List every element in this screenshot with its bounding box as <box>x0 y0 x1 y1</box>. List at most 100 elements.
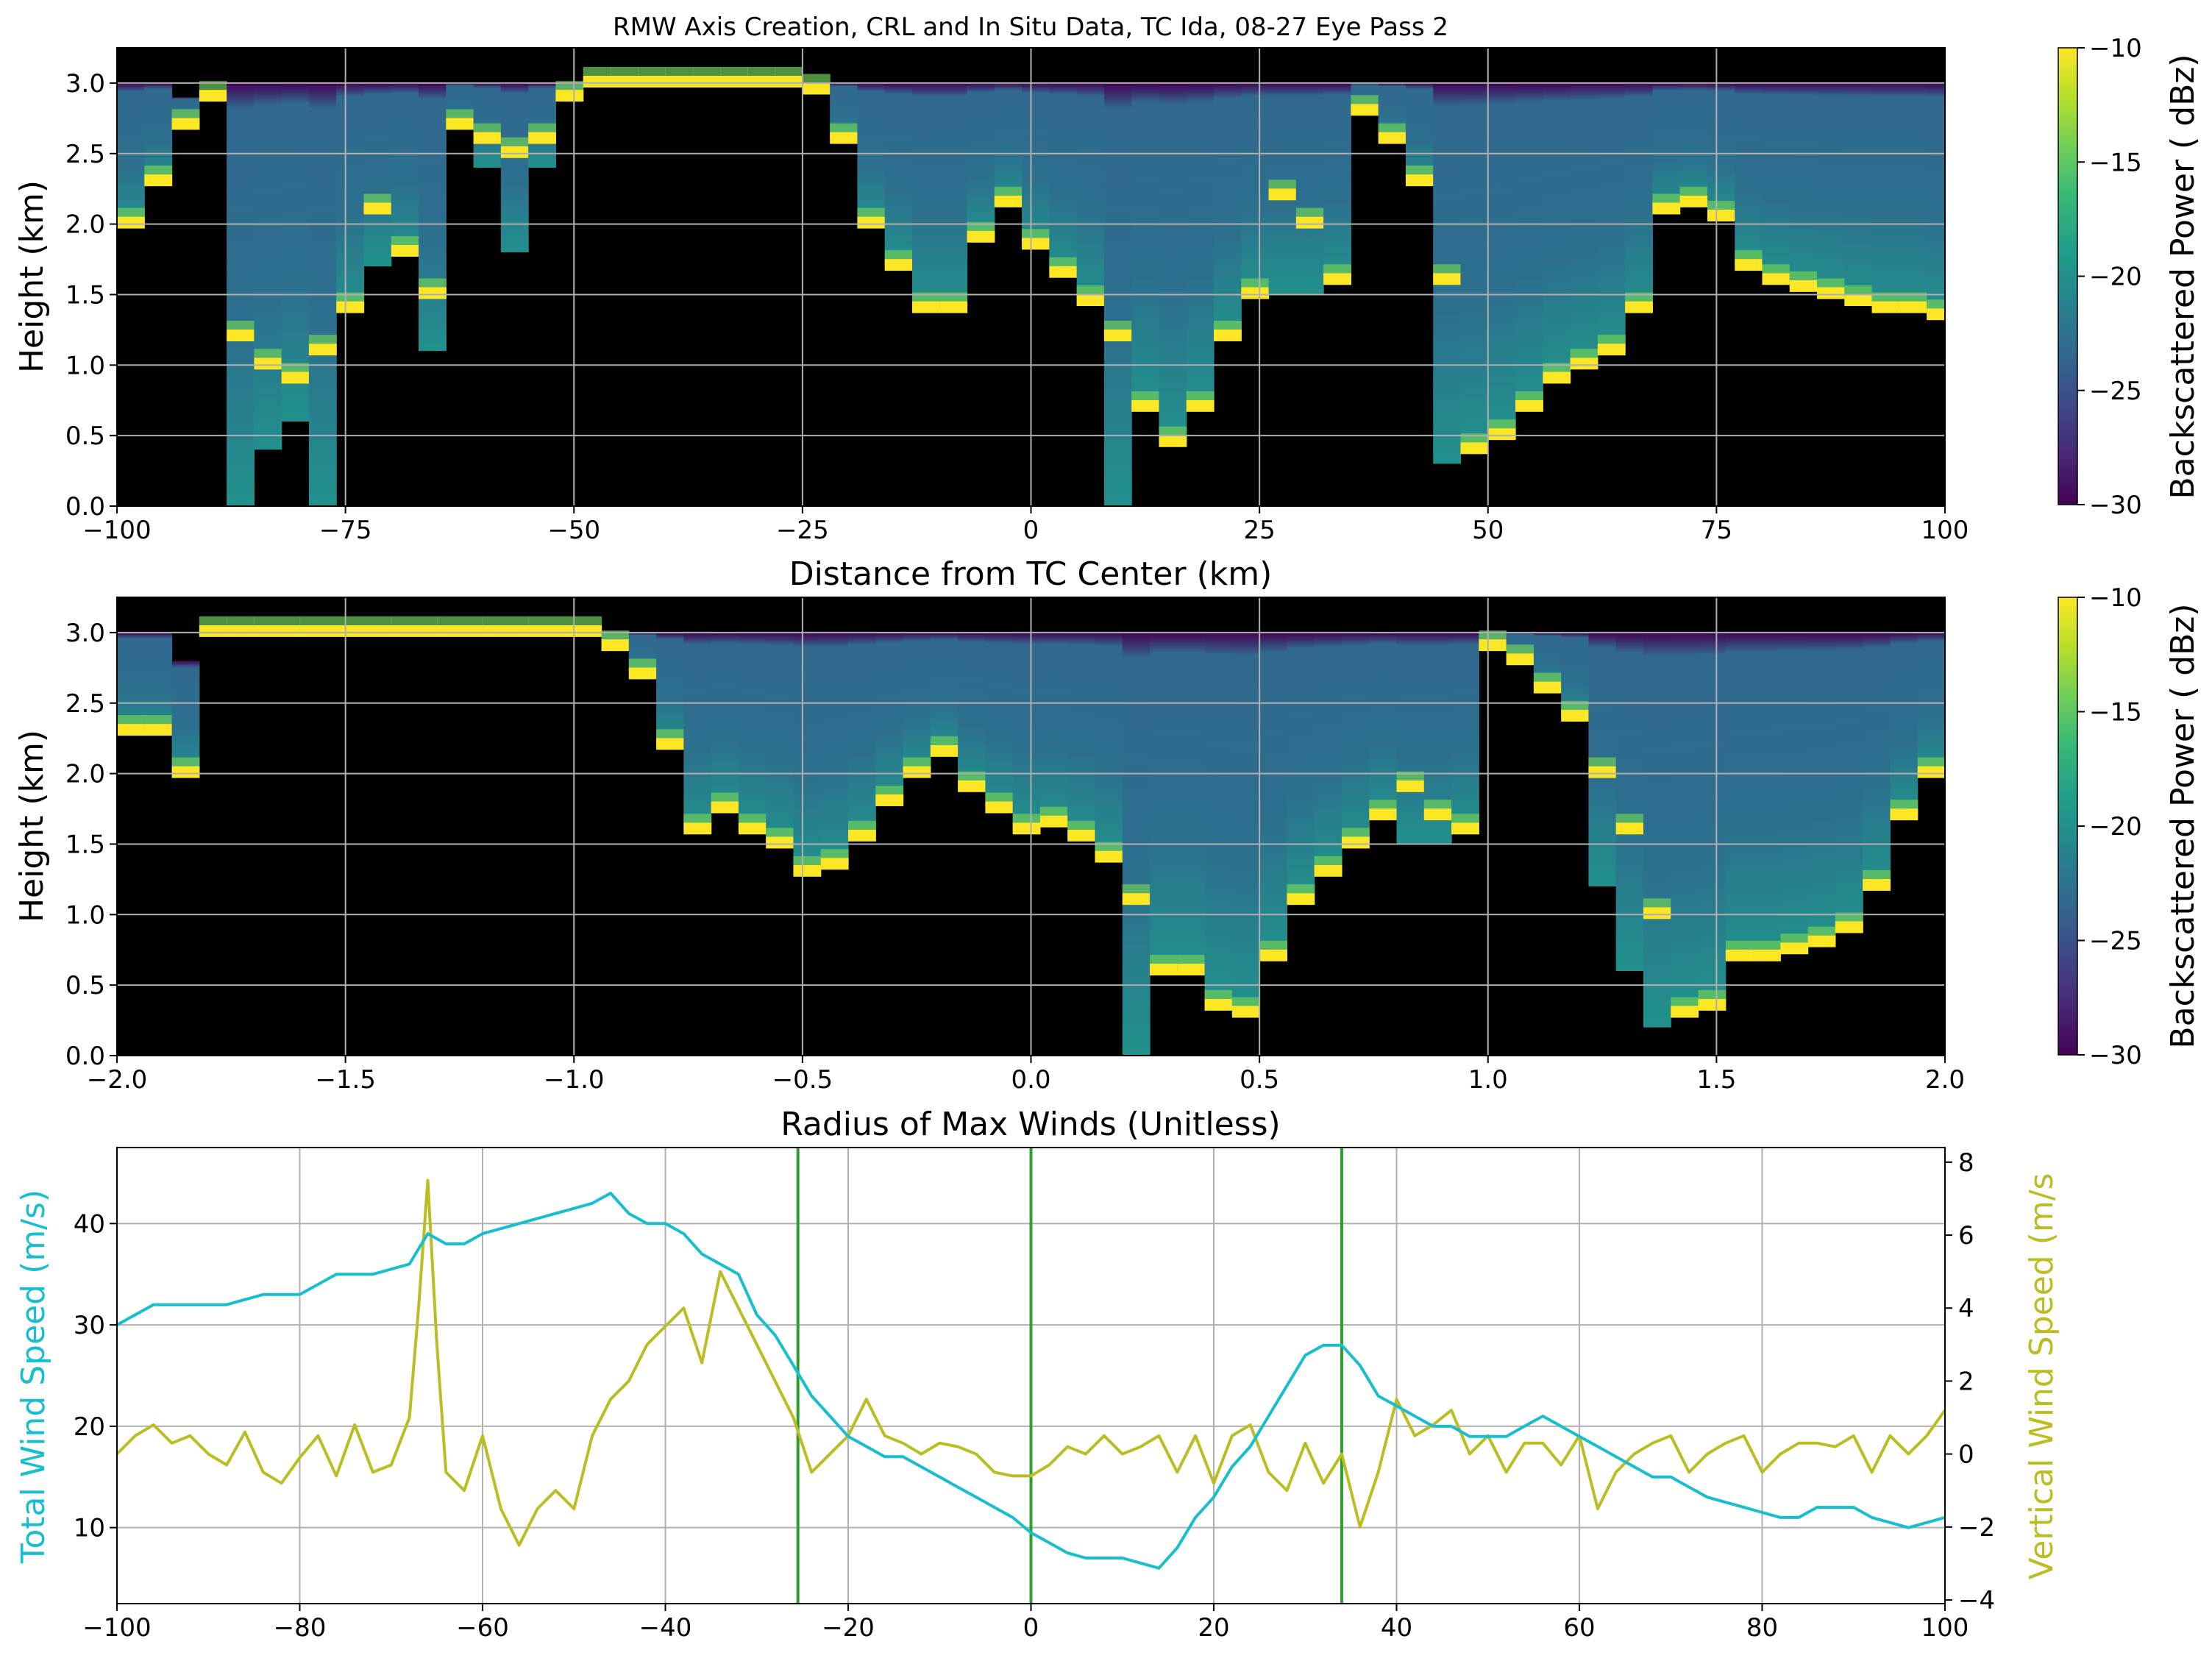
echo-column <box>958 632 986 788</box>
surface-echo <box>254 625 301 637</box>
surface-echo <box>1150 963 1178 975</box>
vertical-wind-line <box>117 1178 1945 1547</box>
surface-halo <box>1287 884 1315 894</box>
x-tick-label: 0.0 <box>1011 1065 1050 1095</box>
surface-halo <box>1735 250 1763 260</box>
surface-halo <box>1067 820 1096 830</box>
surface-echo <box>1186 399 1215 412</box>
surface-halo <box>1570 349 1598 358</box>
surface-echo <box>857 216 886 229</box>
x-tick-label: 75 <box>1701 516 1732 545</box>
surface-halo <box>1863 869 1891 879</box>
panel-2-y-ticks: 0.0 0.5 1.0 1.5 2.0 2.5 3.0 <box>65 619 117 1071</box>
echo-column <box>1076 82 1105 302</box>
surface-echo <box>1506 653 1534 666</box>
surface-echo <box>1789 280 1818 292</box>
surface-echo <box>199 625 227 637</box>
echo-column <box>683 632 712 831</box>
panel-2-echo-columns <box>117 616 1945 1056</box>
surface-echo <box>738 822 767 835</box>
panel-2-x-ticks: −2.0 −1.5 −1.0 −0.5 0.0 0.5 1.0 1.5 2.0 <box>87 1056 1965 1095</box>
surface-echo <box>1423 808 1452 821</box>
echo-column <box>1643 632 1671 1028</box>
surface-halo <box>665 66 694 76</box>
surface-halo <box>1817 278 1845 288</box>
y-tick-label: 3.0 <box>65 619 105 648</box>
y2-tick-label: −4 <box>1958 1586 1995 1615</box>
surface-halo <box>1698 989 1726 999</box>
echo-column <box>1295 82 1324 295</box>
surface-halo <box>336 292 365 302</box>
surface-echo <box>628 667 657 680</box>
x-tick-label: 0.5 <box>1240 1065 1279 1095</box>
surface-echo <box>528 132 556 144</box>
surface-halo <box>446 109 474 118</box>
surface-halo <box>793 856 822 865</box>
surface-halo <box>720 66 748 76</box>
surface-echo <box>1314 864 1343 877</box>
echo-column <box>1022 82 1050 246</box>
x-tick-label: −1.5 <box>315 1065 376 1095</box>
surface-halo <box>1753 940 1781 950</box>
surface-halo <box>1533 672 1562 682</box>
echo-column <box>1287 632 1315 901</box>
surface-echo <box>1817 287 1845 299</box>
surface-echo <box>1625 301 1653 313</box>
echo-column <box>117 632 145 732</box>
surface-echo <box>1039 815 1068 828</box>
surface-echo <box>1451 822 1479 835</box>
x-tick-label: 1.0 <box>1468 1065 1508 1095</box>
surface-echo <box>1095 850 1123 863</box>
colorbar-tick-label: −20 <box>2089 263 2142 292</box>
surface-halo <box>747 66 776 76</box>
x-tick-label: 0 <box>1023 1613 1039 1643</box>
echo-column <box>1150 632 1178 971</box>
surface-halo <box>199 616 227 625</box>
surface-halo <box>1295 207 1324 217</box>
colorbar-1: −30 −25 −20 −15 −10 Backscattered Power ( dB… <box>2058 34 2202 520</box>
echo-column <box>1095 632 1123 858</box>
y-tick-label: 2.5 <box>65 689 105 719</box>
surface-halo <box>419 278 447 288</box>
surface-halo <box>601 630 630 640</box>
surface-halo <box>1762 264 1790 274</box>
surface-echo <box>1597 344 1626 356</box>
surface-echo <box>793 864 822 877</box>
surface-halo <box>1204 989 1233 999</box>
surface-halo <box>473 123 502 132</box>
echo-column <box>1735 82 1763 267</box>
surface-halo <box>308 335 337 344</box>
x-tick-label: 60 <box>1563 1613 1595 1643</box>
surface-echo <box>939 301 968 313</box>
echo-column <box>1515 82 1543 408</box>
panel-3-x-ticks: −100 −80 −60 −40 −20 0 20 40 60 80 100 <box>82 1604 1969 1643</box>
surface-echo <box>199 90 227 102</box>
surface-echo <box>254 358 282 370</box>
echo-column <box>1314 632 1343 872</box>
surface-echo <box>1323 273 1351 285</box>
surface-halo <box>911 292 940 302</box>
surface-echo <box>683 822 712 835</box>
echo-column <box>1927 82 1945 316</box>
surface-echo <box>1899 301 1927 313</box>
colorbar-tick-label: −15 <box>2089 698 2142 728</box>
x-tick-label: 25 <box>1243 516 1275 545</box>
surface-halo <box>1369 800 1398 809</box>
surface-echo <box>1835 921 1863 933</box>
echo-column <box>144 82 173 182</box>
surface-echo <box>1863 878 1891 891</box>
panel-2-grid <box>116 597 1946 1056</box>
surface-echo <box>419 287 447 299</box>
surface-echo <box>1844 294 1873 307</box>
echo-column <box>738 632 767 831</box>
surface-echo <box>1396 780 1425 792</box>
echo-column <box>1323 82 1351 281</box>
x-tick-label: −1.0 <box>544 1065 605 1095</box>
y2-tick-label: 2 <box>1958 1367 1974 1396</box>
surface-echo <box>903 766 931 778</box>
surface-echo <box>802 82 831 95</box>
surface-echo <box>436 625 483 637</box>
surface-halo <box>1899 292 1927 302</box>
echo-column <box>1789 82 1818 288</box>
